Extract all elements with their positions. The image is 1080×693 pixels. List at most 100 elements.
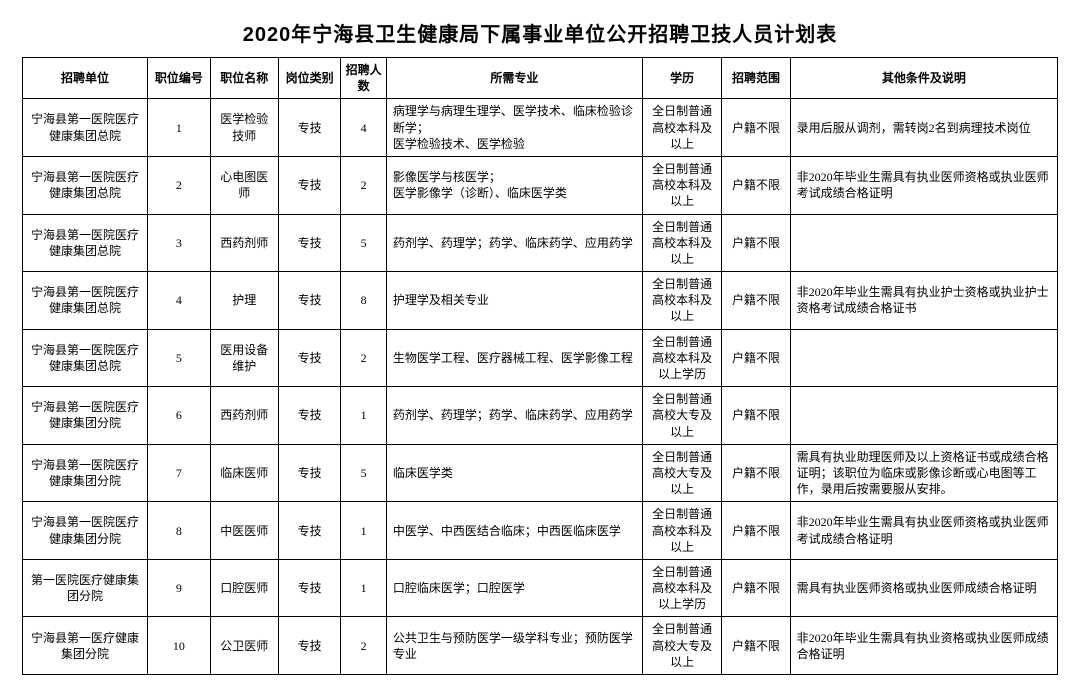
cell-count: 5	[341, 444, 386, 502]
cell-scope: 户籍不限	[722, 444, 790, 502]
cell-major: 口腔临床医学；口腔医学	[386, 559, 642, 617]
cell-scope: 户籍不限	[722, 99, 790, 157]
cell-edu: 全日制普通高校本科及以上学历	[642, 559, 722, 617]
table-row: 宁海县第一医院医疗健康集团总院2心电图医师专技2影像医学与核医学；医学影像学（诊…	[23, 156, 1058, 214]
cell-count: 1	[341, 502, 386, 560]
cell-code: 2	[148, 156, 211, 214]
cell-unit: 宁海县第一医院医疗健康集团总院	[23, 156, 148, 214]
cell-major: 临床医学类	[386, 444, 642, 502]
cell-name: 医学检验技师	[210, 99, 278, 157]
cell-edu: 全日制普通高校大专及以上	[642, 617, 722, 675]
table-head: 招聘单位 职位编号 职位名称 岗位类别 招聘人数 所需专业 学历 招聘范围 其他…	[23, 58, 1058, 99]
cell-unit: 宁海县第一医院医疗健康集团分院	[23, 387, 148, 445]
col-code: 职位编号	[148, 58, 211, 99]
cell-scope: 户籍不限	[722, 214, 790, 272]
table-row: 宁海县第一医院医疗健康集团总院3西药剂师专技5药剂学、药理学；药学、临床药学、应…	[23, 214, 1058, 272]
cell-major: 中医学、中西医结合临床；中西医临床医学	[386, 502, 642, 560]
cell-edu: 全日制普通高校本科及以上	[642, 214, 722, 272]
cell-name: 公卫医师	[210, 617, 278, 675]
table-row: 宁海县第一医院医疗健康集团总院4护理专技8护理学及相关专业全日制普通高校本科及以…	[23, 272, 1058, 330]
cell-type: 专技	[278, 444, 341, 502]
table-row: 宁海县第一医院医疗健康集团总院1医学检验技师专技4病理学与病理生理学、医学技术、…	[23, 99, 1058, 157]
cell-count: 5	[341, 214, 386, 272]
cell-count: 4	[341, 99, 386, 157]
cell-unit: 宁海县第一医院医疗健康集团总院	[23, 329, 148, 387]
cell-code: 4	[148, 272, 211, 330]
cell-name: 护理	[210, 272, 278, 330]
cell-count: 2	[341, 329, 386, 387]
cell-name: 心电图医师	[210, 156, 278, 214]
col-count: 招聘人数	[341, 58, 386, 99]
cell-name: 医用设备维护	[210, 329, 278, 387]
cell-code: 7	[148, 444, 211, 502]
cell-other: 非2020年毕业生需具有执业资格或执业医师成绩合格证明	[790, 617, 1057, 675]
cell-scope: 户籍不限	[722, 617, 790, 675]
cell-count: 8	[341, 272, 386, 330]
col-edu: 学历	[642, 58, 722, 99]
table-body: 宁海县第一医院医疗健康集团总院1医学检验技师专技4病理学与病理生理学、医学技术、…	[23, 99, 1058, 675]
cell-code: 10	[148, 617, 211, 675]
col-major: 所需专业	[386, 58, 642, 99]
col-scope: 招聘范围	[722, 58, 790, 99]
col-other: 其他条件及说明	[790, 58, 1057, 99]
cell-edu: 全日制普通高校本科及以上学历	[642, 329, 722, 387]
cell-major: 影像医学与核医学；医学影像学（诊断）、临床医学类	[386, 156, 642, 214]
cell-type: 专技	[278, 502, 341, 560]
col-name: 职位名称	[210, 58, 278, 99]
cell-name: 西药剂师	[210, 214, 278, 272]
table-row: 宁海县第一医院医疗健康集团分院6西药剂师专技1药剂学、药理学；药学、临床药学、应…	[23, 387, 1058, 445]
recruitment-table: 招聘单位 职位编号 职位名称 岗位类别 招聘人数 所需专业 学历 招聘范围 其他…	[22, 57, 1058, 675]
cell-code: 6	[148, 387, 211, 445]
cell-edu: 全日制普通高校本科及以上	[642, 156, 722, 214]
cell-edu: 全日制普通高校大专及以上	[642, 387, 722, 445]
cell-major: 公共卫生与预防医学一级学科专业；预防医学专业	[386, 617, 642, 675]
cell-code: 1	[148, 99, 211, 157]
table-row: 宁海县第一医院医疗健康集团分院7临床医师专技5临床医学类全日制普通高校大专及以上…	[23, 444, 1058, 502]
cell-count: 1	[341, 559, 386, 617]
cell-type: 专技	[278, 99, 341, 157]
cell-other	[790, 214, 1057, 272]
cell-name: 临床医师	[210, 444, 278, 502]
col-type: 岗位类别	[278, 58, 341, 99]
cell-edu: 全日制普通高校本科及以上	[642, 502, 722, 560]
cell-type: 专技	[278, 617, 341, 675]
cell-type: 专技	[278, 559, 341, 617]
cell-major: 药剂学、药理学；药学、临床药学、应用药学	[386, 214, 642, 272]
cell-other: 录用后服从调剂，需转岗2名到病理技术岗位	[790, 99, 1057, 157]
cell-other: 需具有执业助理医师及以上资格证书或成绩合格证明；该职位为临床或影像诊断或心电图等…	[790, 444, 1057, 502]
cell-type: 专技	[278, 156, 341, 214]
table-row: 宁海县第一医院医疗健康集团总院5医用设备维护专技2生物医学工程、医疗器械工程、医…	[23, 329, 1058, 387]
cell-major: 病理学与病理生理学、医学技术、临床检验诊断学；医学检验技术、医学检验	[386, 99, 642, 157]
table-row: 第一医院医疗健康集团分院9口腔医师专技1口腔临床医学；口腔医学全日制普通高校本科…	[23, 559, 1058, 617]
cell-unit: 宁海县第一医院医疗健康集团总院	[23, 214, 148, 272]
cell-count: 1	[341, 387, 386, 445]
cell-other: 非2020年毕业生需具有执业护士资格或执业护士资格考试成绩合格证书	[790, 272, 1057, 330]
cell-scope: 户籍不限	[722, 387, 790, 445]
cell-edu: 全日制普通高校本科及以上	[642, 99, 722, 157]
cell-code: 8	[148, 502, 211, 560]
cell-type: 专技	[278, 329, 341, 387]
cell-scope: 户籍不限	[722, 272, 790, 330]
cell-unit: 第一医院医疗健康集团分院	[23, 559, 148, 617]
cell-unit: 宁海县第一医疗健康集团分院	[23, 617, 148, 675]
cell-other	[790, 329, 1057, 387]
cell-major: 药剂学、药理学；药学、临床药学、应用药学	[386, 387, 642, 445]
cell-other: 非2020年毕业生需具有执业医师资格或执业医师考试成绩合格证明	[790, 156, 1057, 214]
cell-type: 专技	[278, 272, 341, 330]
cell-major: 护理学及相关专业	[386, 272, 642, 330]
cell-unit: 宁海县第一医院医疗健康集团总院	[23, 99, 148, 157]
table-row: 宁海县第一医疗健康集团分院10公卫医师专技2公共卫生与预防医学一级学科专业；预防…	[23, 617, 1058, 675]
cell-type: 专技	[278, 387, 341, 445]
cell-count: 2	[341, 156, 386, 214]
page-title: 2020年宁海县卫生健康局下属事业单位公开招聘卫技人员计划表	[22, 18, 1058, 47]
cell-edu: 全日制普通高校大专及以上	[642, 444, 722, 502]
col-unit: 招聘单位	[23, 58, 148, 99]
cell-name: 口腔医师	[210, 559, 278, 617]
cell-other: 非2020年毕业生需具有执业医师资格或执业医师考试成绩合格证明	[790, 502, 1057, 560]
cell-scope: 户籍不限	[722, 329, 790, 387]
cell-unit: 宁海县第一医院医疗健康集团分院	[23, 502, 148, 560]
cell-other	[790, 387, 1057, 445]
cell-other: 需具有执业医师资格或执业医师成绩合格证明	[790, 559, 1057, 617]
cell-scope: 户籍不限	[722, 559, 790, 617]
cell-scope: 户籍不限	[722, 156, 790, 214]
